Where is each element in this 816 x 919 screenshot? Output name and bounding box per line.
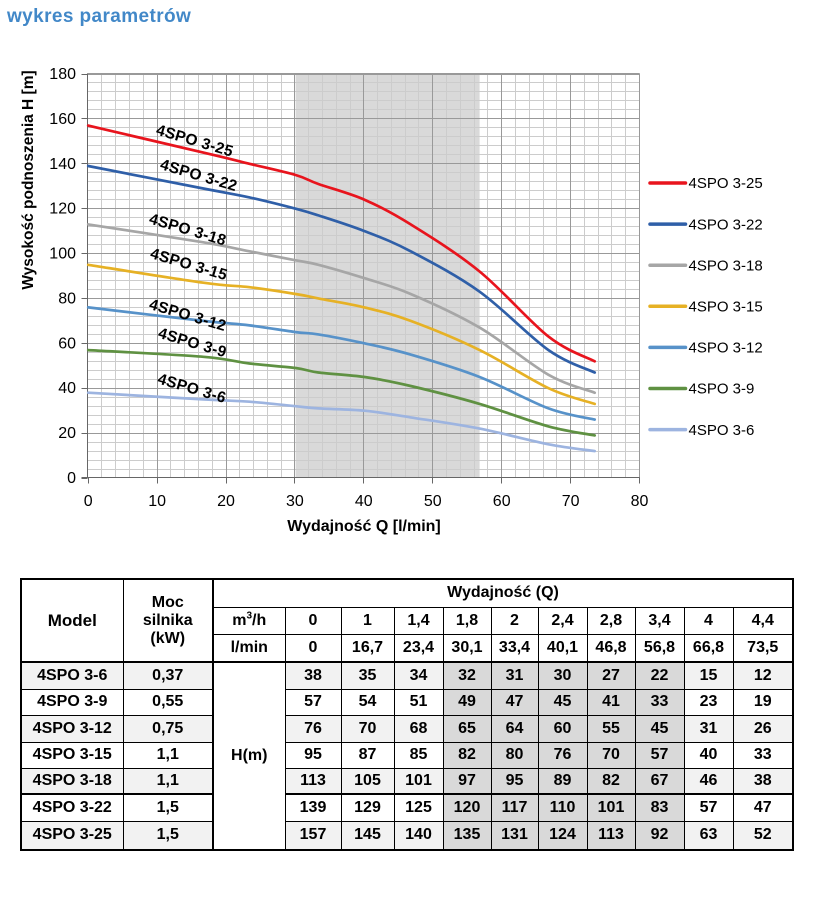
svg-text:20: 20 [217,493,235,510]
svg-text:140: 140 [49,156,76,173]
svg-text:80: 80 [58,290,76,307]
svg-text:4SPO 3-6: 4SPO 3-6 [689,422,755,439]
svg-text:4SPO 3-9: 4SPO 3-9 [689,381,755,398]
svg-text:4SPO 3-18: 4SPO 3-18 [689,257,763,274]
svg-text:30: 30 [286,493,304,510]
svg-text:0: 0 [67,470,76,487]
svg-text:4SPO 3-15: 4SPO 3-15 [689,299,763,316]
svg-text:4SPO 3-15: 4SPO 3-15 [148,245,229,284]
svg-text:0: 0 [84,493,93,510]
svg-text:100: 100 [49,246,76,263]
svg-text:Wysokość podnoszenia H [m]: Wysokość podnoszenia H [m] [20,70,37,289]
svg-text:40: 40 [58,380,76,397]
svg-text:20: 20 [58,425,76,442]
svg-text:60: 60 [58,335,76,352]
svg-text:160: 160 [49,111,76,128]
svg-text:80: 80 [631,493,649,510]
svg-text:180: 180 [49,66,76,83]
svg-text:70: 70 [562,493,580,510]
svg-text:60: 60 [493,493,511,510]
svg-text:40: 40 [355,493,373,510]
svg-text:4SPO 3-18: 4SPO 3-18 [147,211,228,250]
svg-text:4SPO 3-25: 4SPO 3-25 [689,175,763,192]
svg-text:10: 10 [148,493,166,510]
svg-text:120: 120 [49,201,76,218]
svg-text:Wydajność Q [l/min]: Wydajność Q [l/min] [287,518,441,535]
svg-text:4SPO 3-22: 4SPO 3-22 [689,216,763,233]
svg-text:4SPO 3-6: 4SPO 3-6 [156,371,228,407]
svg-text:50: 50 [424,493,442,510]
svg-text:4SPO 3-12: 4SPO 3-12 [689,340,763,357]
